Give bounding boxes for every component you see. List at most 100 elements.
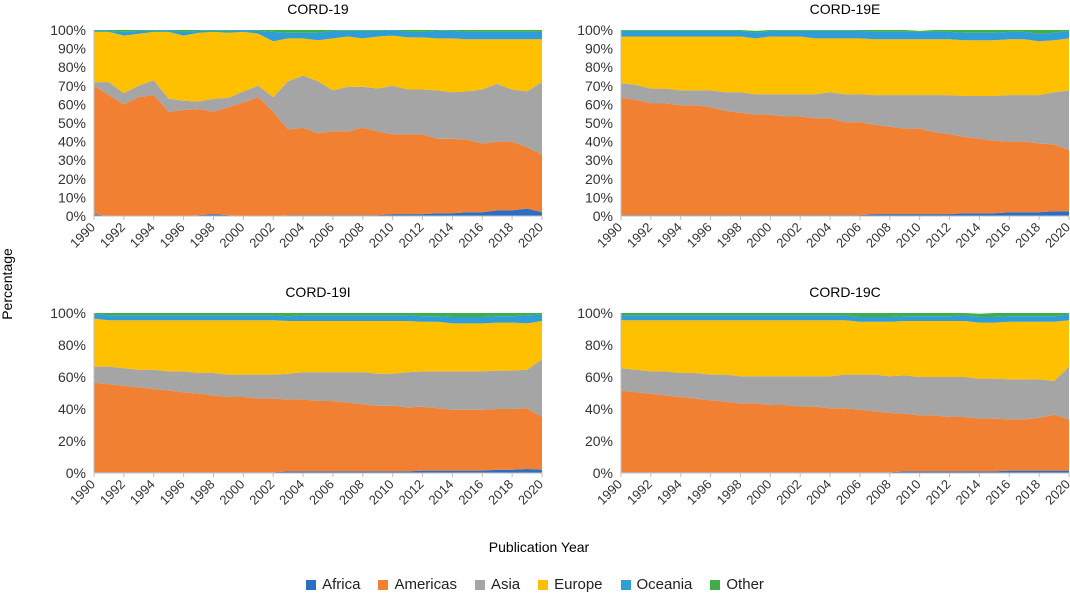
legend-swatch-americas — [378, 579, 389, 590]
x-tick-cord-19c: 2016 — [982, 477, 1013, 508]
x-tick-cord-19i: 2010 — [366, 477, 397, 508]
y-tick-cord-19i: 60% — [58, 369, 86, 385]
legend-item-asia: Asia — [474, 576, 520, 593]
y-axis-label: Percentage — [0, 248, 15, 320]
x-tick-cord-19: 2012 — [396, 220, 427, 251]
x-tick-cord-19c: 1998 — [714, 477, 745, 508]
x-tick-cord-19i: 2016 — [455, 477, 486, 508]
y-tick-cord-19: 30% — [58, 152, 86, 168]
x-tick-cord-19e: 1994 — [654, 220, 685, 251]
y-tick-cord-19i: 20% — [58, 433, 86, 449]
chart-cord-19: CORD-19 0% 10% 20% 30% 40% 50% 60% 70% 80% 90% 100%… — [50, 1, 546, 251]
x-tick-cord-19: 1992 — [97, 220, 128, 251]
area-other-cord-19e — [621, 30, 1069, 34]
y-tick-cord-19: 100% — [50, 22, 86, 38]
y-tick-cord-19c: 60% — [585, 369, 613, 385]
area-americas-cord-19e — [621, 97, 1069, 216]
y-tick-cord-19c: 40% — [585, 401, 613, 417]
x-tick-cord-19c: 1996 — [684, 477, 715, 508]
chart-cord-19i: CORD-19I0%20%40%60%80%100%19901992199419… — [50, 284, 546, 508]
x-tick-cord-19i: 2014 — [425, 477, 456, 508]
x-tick-cord-19c: 2020 — [1042, 477, 1070, 508]
x-tick-cord-19e: 2010 — [893, 220, 924, 251]
x-tick-cord-19i: 2004 — [276, 477, 307, 508]
y-tick-cord-19e: 50% — [585, 115, 613, 131]
x-tick-cord-19e: 1992 — [624, 220, 655, 251]
legend-item-africa: Africa — [306, 576, 360, 593]
x-tick-cord-19e: 2012 — [923, 220, 954, 251]
x-tick-cord-19i: 2000 — [216, 477, 247, 508]
x-tick-cord-19i: 2006 — [306, 477, 337, 508]
x-tick-cord-19e: 2006 — [833, 220, 864, 251]
y-tick-cord-19: 70% — [58, 78, 86, 94]
legend-label-americas: Americas — [394, 576, 457, 593]
chart-cord-19c: CORD-19C0%20%40%60%80%100%19901992199419… — [577, 284, 1070, 508]
y-tick-cord-19i: 80% — [58, 337, 86, 353]
area-oceania-cord-19e — [621, 30, 1069, 42]
x-tick-cord-19: 1996 — [157, 220, 188, 251]
x-tick-cord-19e: 2018 — [1012, 220, 1043, 251]
x-tick-cord-19i: 1990 — [67, 477, 98, 508]
area-africa-cord-19c — [621, 470, 1069, 473]
area-asia-cord-19 — [94, 75, 542, 155]
x-tick-cord-19e: 2008 — [863, 220, 894, 251]
x-tick-cord-19c: 2012 — [923, 477, 954, 508]
x-tick-cord-19: 1994 — [127, 220, 158, 251]
chart-title-cord-19c: CORD-19C — [809, 284, 881, 300]
y-tick-cord-19e: 70% — [585, 78, 613, 94]
area-americas-cord-19c — [621, 390, 1069, 473]
figure: Percentage Publication Year CORD-19 0% 10%… — [0, 1, 1070, 555]
area-europe-cord-19i — [94, 318, 542, 375]
chart-title-cord-19i: CORD-19I — [285, 284, 350, 300]
area-africa-cord-19e — [621, 211, 1069, 216]
chart-cord-19e: CORD-19E 0% 10% 20% 30% 40% 50% 60% 70% 80% 90% 100… — [577, 1, 1070, 251]
legend-item-europe: Europe — [538, 576, 603, 593]
y-tick-cord-19e: 90% — [585, 41, 613, 57]
y-tick-cord-19: 50% — [58, 115, 86, 131]
x-tick-cord-19: 2014 — [425, 220, 456, 251]
x-tick-cord-19c: 1990 — [594, 477, 625, 508]
x-tick-cord-19e: 2000 — [743, 220, 774, 251]
x-tick-cord-19i: 2008 — [336, 477, 367, 508]
x-tick-cord-19c: 2002 — [773, 477, 804, 508]
legend-label-other: Other — [726, 576, 764, 593]
legend-swatch-oceania — [620, 579, 631, 590]
y-tick-cord-19e: 10% — [585, 189, 613, 205]
x-tick-cord-19e: 2004 — [803, 220, 834, 251]
legend-item-other: Other — [710, 576, 764, 593]
area-oceania-cord-19c — [621, 314, 1069, 323]
y-tick-cord-19e: 60% — [585, 96, 613, 112]
y-tick-cord-19: 90% — [58, 41, 86, 57]
y-tick-cord-19: 80% — [58, 59, 86, 75]
y-tick-cord-19c: 100% — [577, 305, 613, 321]
area-europe-cord-19 — [94, 31, 542, 102]
x-tick-cord-19c: 2008 — [863, 477, 894, 508]
x-tick-cord-19: 2018 — [485, 220, 516, 251]
legend-label-oceania: Oceania — [636, 576, 693, 593]
x-tick-cord-19e: 1996 — [684, 220, 715, 251]
legend-swatch-europe — [538, 579, 549, 590]
area-oceania-cord-19 — [94, 30, 542, 42]
x-tick-cord-19i: 1992 — [97, 477, 128, 508]
x-tick-cord-19c: 2014 — [952, 477, 983, 508]
area-europe-cord-19e — [621, 36, 1069, 96]
y-tick-cord-19i: 40% — [58, 401, 86, 417]
x-tick-cord-19e: 2002 — [773, 220, 804, 251]
legend-item-americas: Americas — [378, 576, 457, 593]
x-tick-cord-19i: 1998 — [187, 477, 218, 508]
x-tick-cord-19: 2020 — [515, 220, 546, 251]
area-africa-cord-19i — [94, 469, 542, 473]
y-tick-cord-19c: 20% — [585, 433, 613, 449]
legend-label-europe: Europe — [554, 576, 603, 593]
y-tick-cord-19i: 0% — [66, 465, 86, 481]
area-africa-cord-19 — [94, 208, 542, 216]
x-tick-cord-19i: 2012 — [396, 477, 427, 508]
x-tick-cord-19c: 2018 — [1012, 477, 1043, 508]
area-americas-cord-19i — [94, 382, 542, 473]
x-tick-cord-19: 2016 — [455, 220, 486, 251]
x-axis-label: Publication Year — [489, 539, 590, 555]
x-tick-cord-19c: 1992 — [624, 477, 655, 508]
x-tick-cord-19i: 1996 — [157, 477, 188, 508]
x-tick-cord-19: 2004 — [276, 220, 307, 251]
x-tick-cord-19c: 2006 — [833, 477, 864, 508]
